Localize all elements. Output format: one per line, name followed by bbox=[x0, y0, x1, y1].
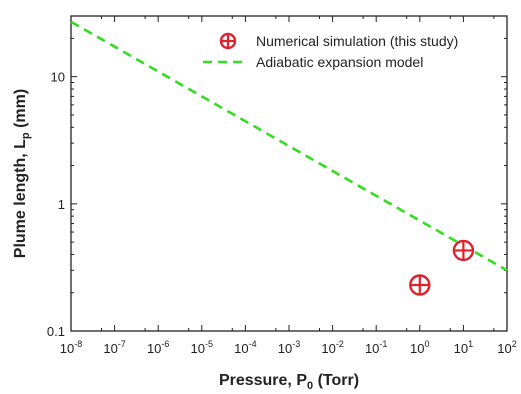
legend-label-model: Adiabatic expansion model bbox=[256, 54, 423, 70]
x-tick-exponent: -4 bbox=[249, 339, 257, 349]
x-tick-label: 10-7 bbox=[103, 339, 125, 356]
x-tick-label: 10-5 bbox=[191, 339, 213, 356]
axis-title-unit: (mm) bbox=[12, 89, 29, 133]
x-tick-exponent: -5 bbox=[205, 339, 213, 349]
axis-title-subscript: 0 bbox=[307, 380, 313, 392]
axis-title-unit: (Torr) bbox=[313, 372, 359, 389]
x-tick-base: 10 bbox=[321, 341, 335, 356]
x-tick-base: 10 bbox=[278, 341, 292, 356]
legend-marker-simulation bbox=[219, 32, 237, 50]
x-tick-base: 10 bbox=[234, 341, 248, 356]
legend-label-simulation: Numerical simulation (this study) bbox=[256, 33, 458, 49]
x-tick-label: 10-4 bbox=[234, 339, 256, 356]
x-tick-label: 10-6 bbox=[147, 339, 169, 356]
x-tick-label: 10-3 bbox=[278, 339, 300, 356]
x-tick-base: 10 bbox=[497, 341, 511, 356]
model-line bbox=[70, 20, 508, 272]
x-tick-exponent: 1 bbox=[468, 339, 473, 349]
legend: Numerical simulation (this study) Adiabat… bbox=[203, 32, 458, 70]
x-tick-label: 102 bbox=[497, 339, 516, 356]
x-tick-exponent: 2 bbox=[512, 339, 517, 349]
x-tick-base: 10 bbox=[454, 341, 468, 356]
simulation-point bbox=[409, 274, 431, 296]
x-tick-label: 10-2 bbox=[321, 339, 343, 356]
x-tick-label: 101 bbox=[454, 339, 473, 356]
x-tick-exponent: -2 bbox=[336, 339, 344, 349]
x-tick-base: 10 bbox=[60, 341, 74, 356]
axis-title-main: Plume length, L bbox=[12, 139, 29, 258]
x-tick-exponent: -6 bbox=[161, 339, 169, 349]
y-tick-label: 1 bbox=[58, 197, 65, 212]
axis-title-subscript: p bbox=[20, 132, 32, 139]
y-tick-label: 0.1 bbox=[47, 324, 65, 339]
x-tick-base: 10 bbox=[365, 341, 379, 356]
series-layer bbox=[70, 20, 508, 296]
x-tick-base: 10 bbox=[147, 341, 161, 356]
x-tick-base: 10 bbox=[191, 341, 205, 356]
x-tick-label: 10-8 bbox=[60, 339, 82, 356]
axis-ticks: 10-8 10-7 10-6 10-5 10-4 10-3 10-2 10-1 100 101 10… bbox=[47, 15, 517, 356]
y-tick-label: 10 bbox=[51, 70, 65, 85]
x-tick-exponent: 0 bbox=[425, 339, 430, 349]
y-axis-title: Plume length, Lp (mm) bbox=[12, 89, 32, 258]
x-tick-exponent: -3 bbox=[292, 339, 300, 349]
x-tick-exponent: -1 bbox=[379, 339, 387, 349]
x-tick-base: 10 bbox=[410, 341, 424, 356]
x-tick-exponent: -8 bbox=[74, 339, 82, 349]
x-tick-label: 10-1 bbox=[365, 339, 387, 356]
x-axis-title: Pressure, P0 (Torr) bbox=[219, 372, 359, 392]
x-tick-label: 100 bbox=[410, 339, 429, 356]
x-tick-base: 10 bbox=[103, 341, 117, 356]
axis-title-main: Pressure, P bbox=[219, 372, 307, 389]
x-tick-exponent: -7 bbox=[118, 339, 126, 349]
simulation-point bbox=[452, 239, 475, 262]
